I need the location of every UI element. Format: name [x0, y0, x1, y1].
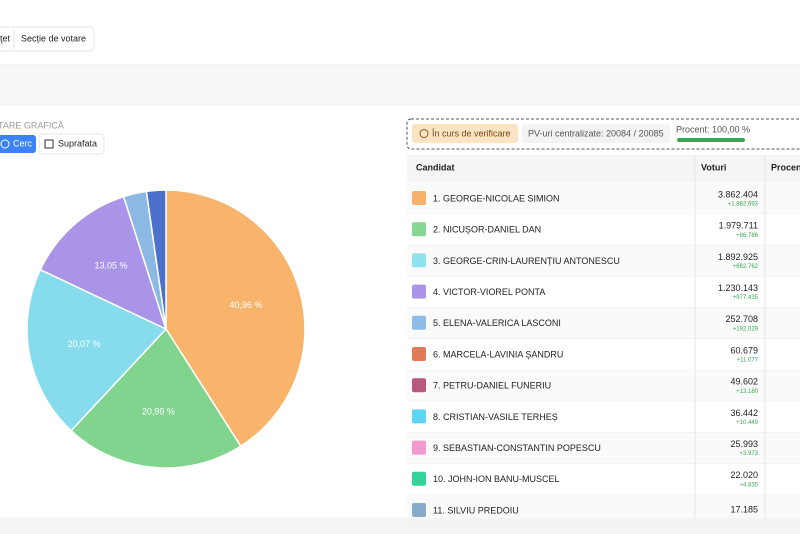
candidate-name: 9. SEBASTIAN-CONSTANTIN POPESCU: [433, 443, 601, 453]
candidate-name: 6. MARCELA-LAVINIA ȘANDRU: [433, 349, 563, 359]
status-text: Procent: 100,00 %: [676, 124, 750, 134]
table-row: [407, 183, 800, 215]
table-row: [407, 307, 800, 339]
status-badge: [412, 124, 518, 143]
candidate-name: 5. ELENA-VALERICA LASCONI: [433, 318, 561, 328]
tab-group: [0, 26, 95, 52]
candidate-name: 1. GEORGE-NICOLAE SIMION: [433, 193, 560, 203]
votes: 1.979.711: [719, 221, 758, 231]
table-row: [407, 339, 800, 371]
candidate-name: 10. JOHN-ION BANU-MUSCEL: [433, 474, 560, 484]
icon: [44, 139, 54, 149]
votes-delta: +13.160: [736, 389, 759, 395]
color-swatch: [412, 347, 426, 361]
votes: 17.185: [730, 504, 758, 514]
votes-delta: +11.077: [737, 358, 759, 364]
table-row: [407, 401, 800, 433]
votes-delta: +977.435: [733, 295, 759, 301]
pie-slice: [145, 189, 167, 330]
band: [0, 65, 800, 105]
table-row: [407, 370, 800, 402]
votes-delta: +10.449: [736, 420, 759, 426]
candidate-name: 11. SILVIU PREDOIU: [433, 505, 519, 515]
table-row: [407, 245, 800, 277]
icon: [0, 139, 10, 149]
slice-label: 40,96 %: [230, 300, 263, 310]
votes: 22.020: [730, 470, 758, 480]
color-swatch: [412, 471, 426, 486]
table-header: [407, 155, 800, 182]
votes-delta: +86.786: [736, 233, 759, 239]
votes: 3.862.404: [718, 189, 758, 199]
votes-delta: +3.973: [739, 451, 758, 457]
color-swatch: [412, 222, 426, 237]
votes: 252.708: [725, 314, 758, 324]
table-row: [407, 463, 800, 495]
status-text: PV-uri centralizate: 20084 / 20085: [528, 128, 664, 138]
color-swatch: [412, 315, 426, 330]
color-swatch: [412, 440, 426, 455]
column-header: Candidat: [416, 162, 455, 172]
candidate-name: 8. CRISTIAN-VASILE TERHEȘ: [433, 412, 558, 422]
progress-bar: [677, 138, 745, 142]
slice-label: 13,05 %: [95, 261, 128, 271]
bottom-fade: [0, 518, 800, 534]
candidate-name: 7. PETRU-DANIEL FUNERIU: [433, 381, 551, 391]
pie-slice: [70, 327, 242, 469]
candidate-name: 4. VICTOR-VIOREL PONTA: [433, 287, 545, 297]
slice-label: 20,99 %: [142, 406, 175, 416]
pie-slice: [39, 195, 168, 331]
pie-chart: 40,96 % 20,99 % 20,07 % 13,05 %: [26, 189, 306, 469]
view-option[interactable]: Suprafata: [58, 138, 97, 148]
view-option[interactable]: Cerc: [13, 138, 33, 148]
status-badge-text: În curs de verificare: [431, 128, 511, 138]
color-swatch: [412, 503, 426, 517]
column-header: Procen: [771, 162, 800, 172]
votes: 1.230.143: [718, 283, 758, 293]
candidate-name: 3. GEORGE-CRIN-LAURENȚIU ANTONESCU: [433, 256, 620, 266]
pie-slice: [26, 268, 168, 432]
color-swatch: [412, 409, 426, 424]
votes-delta: +662.762: [733, 264, 759, 270]
color-swatch: [412, 284, 426, 299]
candidate-name: 2. NICUȘOR-DANIEL DAN: [433, 225, 541, 235]
chart-title: TARE GRAFICĂ: [0, 120, 64, 130]
tab[interactable]: Secție de votare: [21, 33, 86, 43]
color-swatch: [412, 191, 426, 205]
votes-delta: +192.029: [733, 326, 759, 332]
votes-delta: +4.835: [739, 482, 758, 488]
table-row: [407, 432, 800, 464]
votes-delta: +1.882.693: [728, 202, 759, 208]
color-swatch: [412, 253, 426, 268]
votes: 60.679: [730, 345, 758, 355]
color-swatch: [412, 378, 426, 393]
table-body: 1. GEORGE-NICOLAE SIMION 3.862.404 +1.882.…: [407, 183, 800, 527]
table-row: [407, 276, 800, 308]
votes: 25.993: [730, 439, 758, 449]
status-chip: [522, 124, 670, 143]
icon: [419, 129, 429, 138]
slice-label: 20,07 %: [68, 339, 101, 349]
tab[interactable]: ţet: [0, 33, 11, 43]
votes: 1.892.925: [718, 252, 758, 262]
votes: 36.442: [730, 408, 758, 418]
view-button-active[interactable]: [0, 135, 36, 153]
column-header: Voturi: [701, 162, 726, 172]
votes: 49.602: [730, 377, 758, 387]
view-button[interactable]: [38, 133, 105, 155]
table-row: [407, 214, 800, 246]
